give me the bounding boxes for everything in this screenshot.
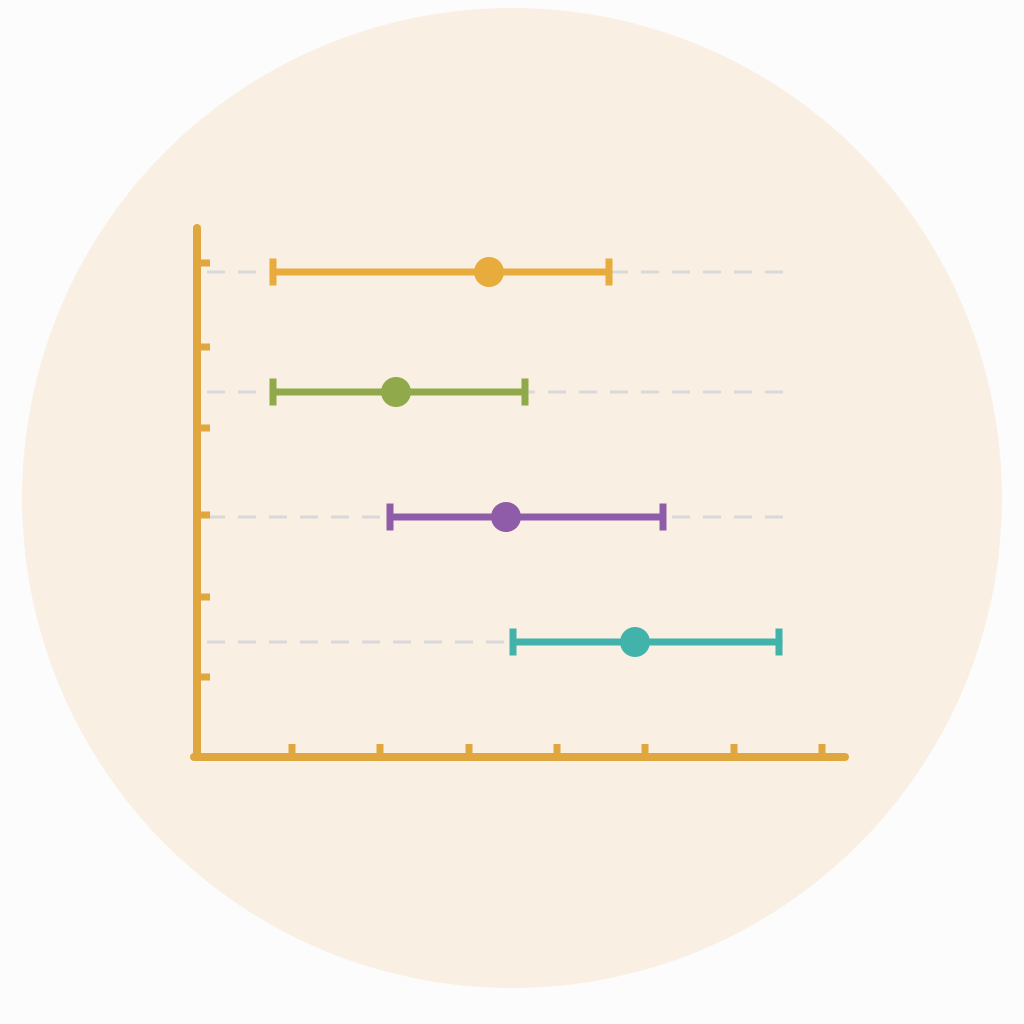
data-point-dot-1	[474, 257, 504, 287]
background-circle	[22, 8, 1002, 988]
data-point-dot-3	[491, 502, 521, 532]
data-point-dot-4	[620, 627, 650, 657]
data-point-dot-2	[381, 377, 411, 407]
